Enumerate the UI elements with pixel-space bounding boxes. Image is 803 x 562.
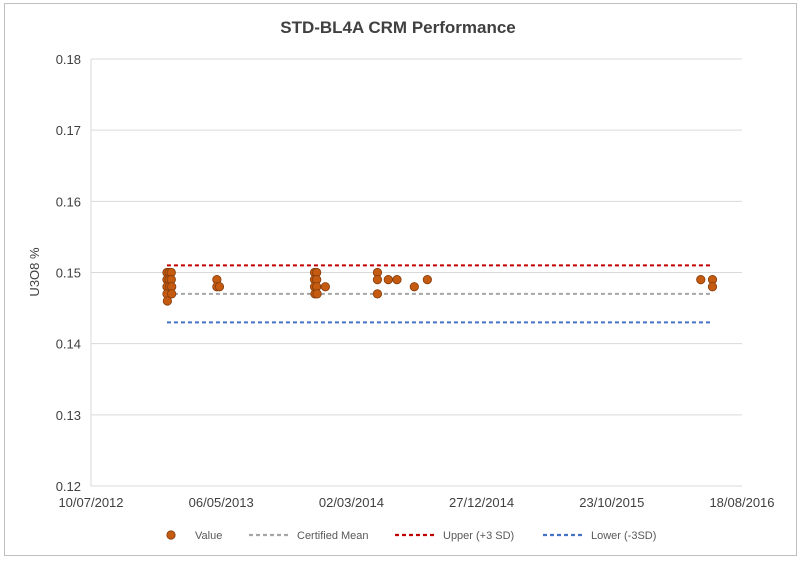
- grid-layer: [90, 58, 742, 487]
- data-point: [372, 289, 383, 299]
- ticks-layer: 0.12 0.13 0.14 0.15 0.16 0.17 0.18 10/07/2012 06…: [56, 52, 775, 510]
- y-tick-label: 0.13: [56, 408, 81, 423]
- legend-label-upper-3-sd: Upper (+3 SD): [443, 530, 514, 542]
- data-point: [409, 282, 419, 292]
- data-point: [372, 275, 383, 285]
- legend-label-lower-3sd: Lower (-3SD): [591, 530, 656, 542]
- legend-label-value: Value: [195, 530, 222, 542]
- data-point: [696, 275, 706, 285]
- y-tick-label: 0.14: [56, 337, 81, 352]
- y-tick-label: 0.15: [56, 266, 81, 281]
- y-axis-title: U3O8 %: [27, 247, 42, 297]
- legend-label-certified-mean: Certified Mean: [297, 530, 369, 542]
- data-point: [214, 282, 225, 292]
- data-point: [422, 275, 432, 285]
- x-tick-label: 23/10/2015: [579, 495, 644, 510]
- y-tick-label: 0.18: [56, 52, 81, 67]
- data-point: [383, 275, 393, 285]
- series-layer: [162, 264, 718, 324]
- legend-marker-value: [166, 530, 176, 540]
- y-tick-label: 0.12: [56, 479, 81, 494]
- data-point: [392, 275, 402, 285]
- x-tick-label: 18/08/2016: [709, 495, 774, 510]
- chart-title: STD-BL4A CRM Performance: [280, 18, 516, 37]
- y-tick-label: 0.17: [56, 123, 81, 138]
- x-tick-label: 06/05/2013: [189, 495, 254, 510]
- data-point: [167, 289, 177, 299]
- legend: Value Certified Mean Upper (+3 SD) Lower (-…: [166, 530, 656, 542]
- chart-frame: STD-BL4A CRM Performance U3O8 % 0.12 0.13…: [4, 3, 797, 556]
- data-point: [162, 296, 172, 306]
- data-point: [707, 282, 718, 292]
- y-tick-label: 0.16: [56, 194, 81, 209]
- x-tick-label: 02/03/2014: [319, 495, 384, 510]
- x-tick-label: 10/07/2012: [58, 495, 123, 510]
- data-point: [312, 289, 322, 299]
- x-tick-label: 27/12/2014: [449, 495, 514, 510]
- data-point: [320, 282, 330, 292]
- chart-svg: STD-BL4A CRM Performance U3O8 % 0.12 0.13…: [27, 18, 775, 542]
